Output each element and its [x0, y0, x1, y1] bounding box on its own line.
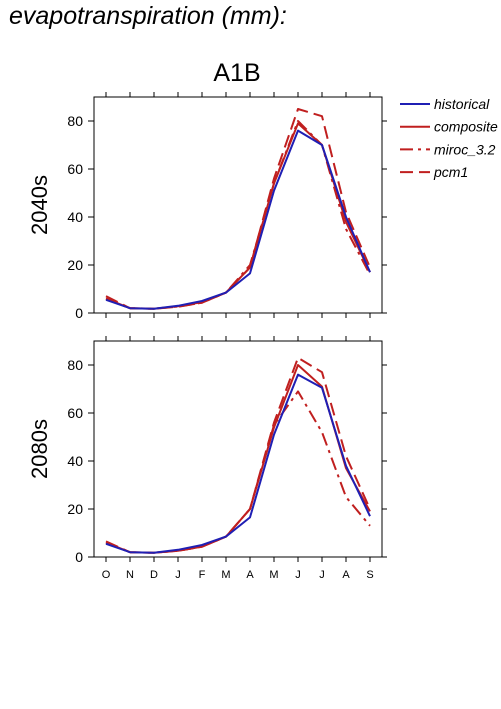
- series-line-composite: [105, 364, 371, 554]
- x-tick-label: D: [150, 569, 158, 581]
- legend-item: historical: [400, 96, 490, 112]
- x-tick-label: J: [295, 569, 301, 581]
- legend-label: composite: [434, 119, 498, 135]
- plot-frame: [93, 340, 383, 558]
- y-tick-label: 40: [67, 453, 83, 469]
- legend-label: pcm1: [433, 164, 468, 180]
- panel-2080s: 0 20 40 60 80 O N D J F M A M J J A S 2080s: [27, 336, 387, 581]
- y-tick-label: 40: [67, 209, 83, 225]
- legend-item: composite: [400, 119, 498, 135]
- legend: historical composite miroc_3.2 pcm1: [400, 96, 498, 180]
- y-tick-label: 80: [67, 113, 83, 129]
- series-line-historical: [105, 373, 371, 554]
- y-tick-label: 20: [67, 257, 83, 273]
- plot-frame: [93, 96, 383, 314]
- x-tick-label: J: [175, 569, 181, 581]
- x-tick-label: M: [269, 569, 278, 581]
- x-tick-label: A: [246, 569, 254, 581]
- y-tick-label: 0: [75, 549, 83, 565]
- series-line-historical: [105, 129, 371, 310]
- y-tick-label: 80: [67, 357, 83, 373]
- y-tick-label: 60: [67, 161, 83, 177]
- legend-label: historical: [434, 96, 490, 112]
- x-tick-label: N: [126, 569, 134, 581]
- y-tick-label: 0: [75, 305, 83, 321]
- y-axis-label: 2040s: [27, 175, 52, 235]
- x-tick-label: M: [221, 569, 230, 581]
- y-tick-label: 60: [67, 405, 83, 421]
- page-title: evapotranspiration (mm):: [9, 2, 287, 30]
- x-tick-label: J: [319, 569, 325, 581]
- legend-item: miroc_3.2: [400, 141, 496, 157]
- legend-label: miroc_3.2: [434, 141, 496, 157]
- x-tick-label: F: [199, 569, 206, 581]
- y-tick-label: 20: [67, 501, 83, 517]
- panel-2040s: 0 20 40 60 80 2040s: [27, 92, 387, 321]
- x-tick-label: S: [366, 569, 373, 581]
- x-tick-label: A: [342, 569, 350, 581]
- x-tick-label: O: [102, 569, 111, 581]
- legend-item: pcm1: [400, 164, 468, 180]
- chart-title: A1B: [213, 59, 260, 87]
- y-axis-label: 2080s: [27, 419, 52, 479]
